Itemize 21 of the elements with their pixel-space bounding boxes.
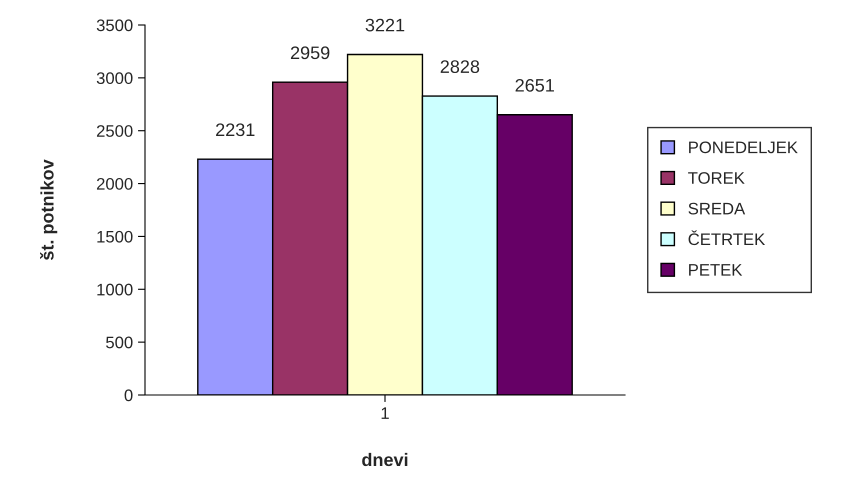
- data-label: 2231: [216, 123, 254, 136]
- y-axis-title: št. potnikov: [40, 159, 58, 260]
- y-tick-label: 2500: [96, 125, 133, 137]
- y-tick-label: 3000: [96, 72, 133, 84]
- legend-label: PETEK: [689, 264, 742, 276]
- x-axis-title: dnevi: [362, 452, 408, 466]
- x-tick-label: 1: [382, 407, 389, 419]
- data-label: 2959: [290, 46, 330, 60]
- legend-label: PONEDELJEK: [689, 141, 798, 154]
- legend-label: ČETRTEK: [688, 230, 766, 246]
- y-tick-label: 1000: [97, 284, 133, 296]
- y-tick-label: 2000: [96, 178, 133, 190]
- data-label: 2651: [516, 78, 554, 92]
- legend-label: TOREK: [688, 172, 745, 184]
- y-tick-label: 500: [106, 336, 133, 348]
- y-tick-label: 0: [124, 389, 133, 402]
- legend-label: SREDA: [688, 202, 746, 215]
- data-label: 2828: [440, 60, 480, 74]
- y-tick-label: 1500: [97, 230, 133, 243]
- data-label: 3221: [366, 18, 404, 32]
- y-tick-label: 3500: [96, 19, 133, 32]
